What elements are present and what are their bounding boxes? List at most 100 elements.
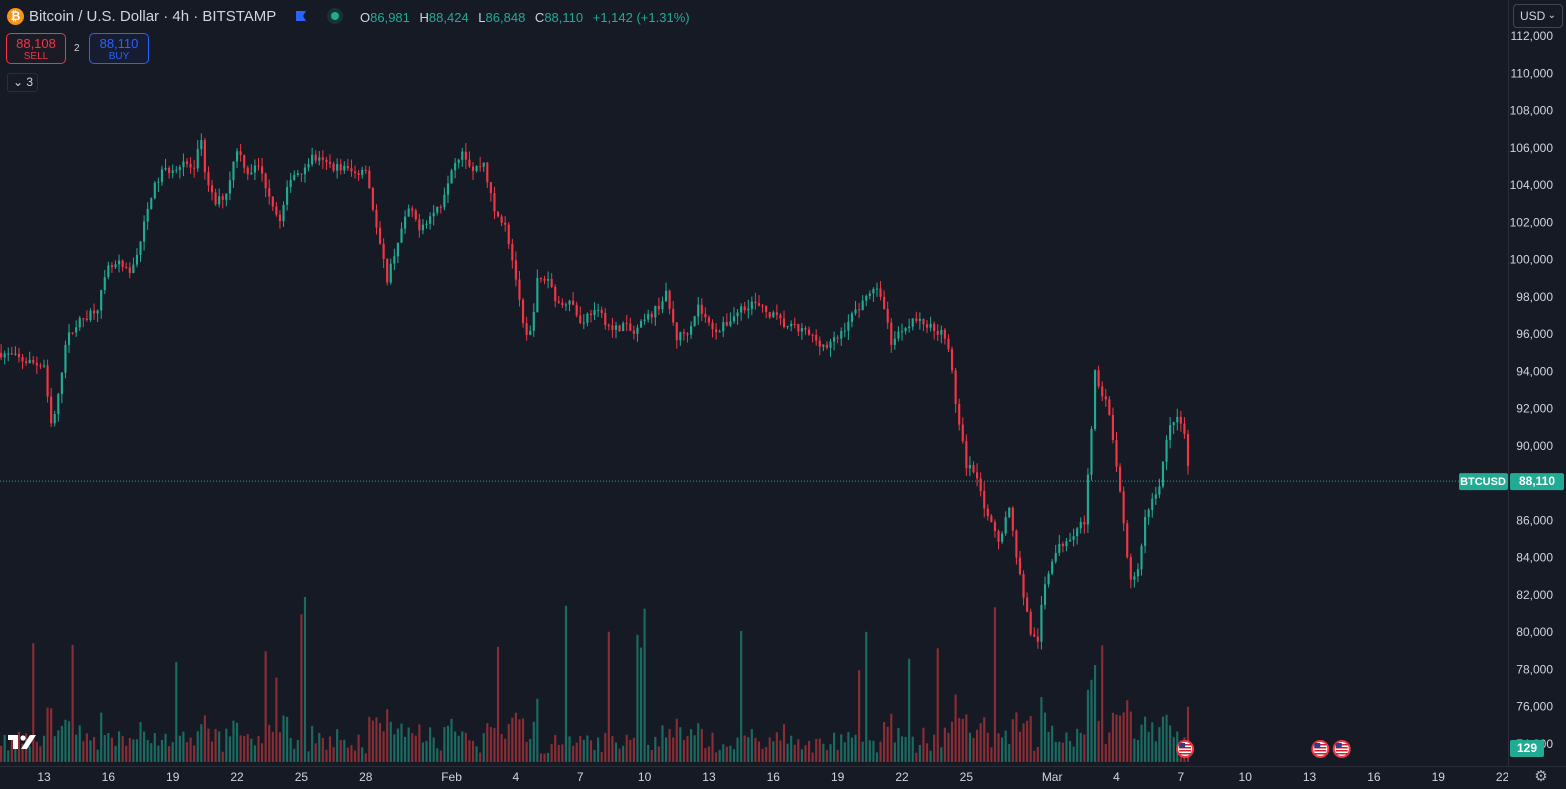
volume-bar (436, 748, 439, 762)
price-chart[interactable]: BTCUSD (0, 0, 1508, 766)
volume-bar (965, 714, 968, 762)
candle-body (718, 331, 721, 333)
candle-body (404, 216, 407, 229)
candle-body (872, 288, 875, 294)
candle (471, 162, 475, 181)
candle (3, 350, 6, 365)
candle (457, 158, 460, 169)
candle-body (489, 182, 492, 194)
candle (804, 325, 807, 335)
candle (504, 216, 507, 232)
volume-bar (321, 737, 324, 762)
volume-bar (968, 732, 971, 762)
candle (496, 211, 500, 218)
candle-body (643, 319, 646, 321)
candle (690, 321, 693, 339)
candle (554, 284, 557, 308)
volume-bar (861, 741, 864, 762)
price-axis[interactable] (1508, 0, 1566, 766)
volume-bar (868, 740, 871, 762)
us-flag-icon[interactable] (1332, 740, 1351, 758)
candle (954, 367, 957, 413)
volume-bar (947, 733, 950, 762)
symbol-title[interactable]: Bitcoin / U.S. Dollar · 4h · BITSTAMP (29, 8, 277, 25)
candle-body (268, 188, 271, 197)
candle (443, 187, 446, 211)
candle-body (668, 290, 671, 309)
volume-bar (1061, 742, 1064, 762)
candle (743, 301, 746, 314)
price-tick-label: 110,000 (1511, 66, 1554, 80)
volume-bar (1165, 714, 1168, 762)
flag-icon[interactable] (295, 11, 307, 23)
time-axis[interactable] (0, 766, 1566, 789)
candle (135, 248, 139, 268)
us-flag-icon[interactable] (1311, 740, 1330, 758)
time-axis-labels: 13 16 19 22 25 28 Feb 4 7 10 13 16 19 22 25 Mar 4 7 10 13 16… (37, 770, 1508, 784)
volume-bar (1111, 712, 1114, 762)
candle (511, 238, 514, 269)
volume-bar (979, 723, 982, 762)
candle (750, 296, 753, 316)
candle-body (850, 313, 854, 322)
buy-button[interactable]: 88,110 BUY (89, 33, 149, 64)
volume-bar (1090, 679, 1093, 762)
indicators-toggle-button[interactable]: ⌄ 3 (7, 73, 38, 92)
time-tick-label: 22 (230, 770, 244, 784)
volume-bar (1001, 737, 1004, 762)
candle-body (761, 305, 764, 307)
candle (875, 282, 879, 297)
candle (110, 262, 113, 273)
candle-body (471, 166, 475, 171)
candle-body (843, 330, 846, 332)
event-markers[interactable] (1176, 740, 1351, 758)
candle-body (564, 304, 568, 306)
candle (25, 357, 28, 366)
volume-bar (632, 737, 635, 762)
candle-body (936, 330, 939, 335)
candle-body (979, 478, 982, 491)
tradingview-logo-icon[interactable] (8, 733, 42, 751)
volume-bar (1083, 734, 1086, 762)
candle (286, 180, 289, 211)
candle (1033, 627, 1036, 637)
volume-bar (454, 731, 457, 762)
volume-bar (1065, 732, 1068, 762)
price-tick-label: 98,000 (1516, 290, 1553, 304)
candle-body (586, 313, 589, 323)
volume-bar (600, 752, 603, 762)
candle (564, 302, 568, 311)
volume-bar (1126, 700, 1129, 762)
candle (100, 289, 103, 319)
candle-body (143, 221, 146, 242)
candle (933, 321, 936, 340)
candle (922, 318, 925, 332)
volume-bar (353, 750, 357, 762)
candle-body (368, 170, 371, 189)
candle-body (500, 216, 503, 223)
candle-body (557, 301, 560, 303)
gear-icon[interactable]: ⚙ (1534, 768, 1548, 785)
volume-bar (1072, 746, 1075, 762)
candle (840, 327, 843, 346)
candle-body (618, 325, 621, 332)
candle-body (479, 166, 482, 168)
volume-bar (100, 712, 103, 762)
volume-bar (740, 630, 743, 762)
us-flag-icon[interactable] (1176, 740, 1195, 758)
candle (243, 154, 246, 174)
sell-button[interactable]: 88,108 SELL (6, 33, 66, 64)
volume-bar (300, 614, 303, 762)
volume-bar (446, 725, 450, 762)
candle-body (67, 332, 71, 345)
candle (947, 334, 950, 352)
volume-bar (1147, 731, 1150, 762)
candle-body (28, 359, 31, 364)
candle-body (729, 321, 732, 326)
candle-body (1133, 576, 1136, 580)
candle-body (700, 304, 703, 314)
volume-bar (64, 719, 67, 762)
currency-select[interactable]: USD ⌄ (1513, 4, 1563, 28)
candle-body (518, 279, 521, 300)
chevron-down-icon: ⌄ (1547, 10, 1556, 21)
